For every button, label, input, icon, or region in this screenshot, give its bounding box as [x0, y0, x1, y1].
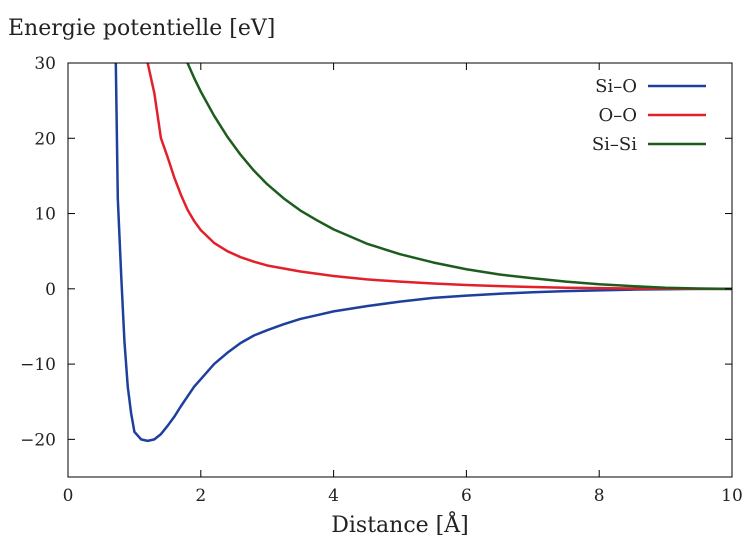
y-tick-label: 0 [45, 280, 56, 300]
plot-frame [67, 62, 733, 478]
x-tick-label: 10 [721, 486, 743, 506]
series-line-2 [186, 63, 732, 291]
legend: Si–O O–O Si–Si [592, 76, 706, 155]
legend-label: O–O [598, 105, 637, 126]
y-axis-title: Energie potentielle [eV] [8, 16, 275, 41]
x-tick-label: 8 [594, 486, 605, 506]
y-tick-label: 10 [34, 205, 56, 225]
series-line-0 [114, 63, 732, 443]
x-tick-label: 4 [328, 486, 339, 506]
y-tick-label: −20 [20, 430, 56, 450]
tick-layer: 0 2 4 6 8 10 −20 −10 0 10 20 30 [20, 54, 743, 506]
x-tick-label: 2 [195, 486, 206, 506]
x-axis-title: Distance [Å] [331, 510, 468, 538]
series-layer [114, 63, 732, 443]
y-tick-label: 30 [34, 54, 56, 74]
y-tick-label: −10 [20, 355, 56, 375]
x-tick-label: 0 [63, 486, 74, 506]
y-tick-label: 20 [34, 129, 56, 149]
legend-label: Si–Si [592, 134, 637, 155]
series-line-1 [146, 63, 732, 291]
x-tick-label: 6 [461, 486, 472, 506]
legend-label: Si–O [595, 76, 637, 97]
